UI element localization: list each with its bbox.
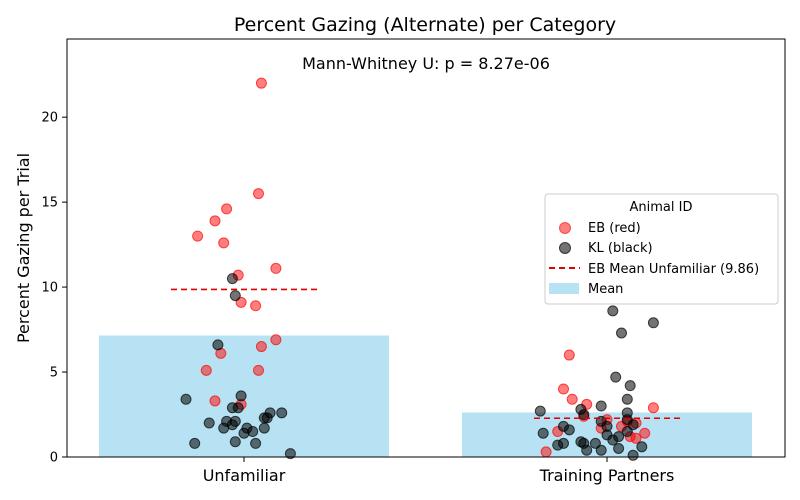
kl-point-29 — [621, 393, 633, 405]
kl-point-0 — [226, 273, 238, 285]
kl-point-55 — [552, 439, 564, 451]
kl-point-52 — [595, 444, 607, 456]
eb-point-9 — [250, 300, 262, 312]
eb-point-10 — [270, 334, 282, 346]
eb-point-15 — [209, 395, 221, 407]
kl-point-19 — [238, 427, 250, 439]
y-axis-label: Percent Gazing per Trial — [14, 153, 33, 343]
legend-mean-label: Mean — [588, 282, 623, 297]
legend-eb-mean-label: EB Mean Unfamiliar (9.86) — [588, 262, 759, 277]
kl-point-24 — [607, 305, 619, 317]
kl-point-27 — [610, 371, 622, 383]
x-axis: Unfamiliar Training Partners — [203, 457, 675, 485]
eb-point-29 — [639, 427, 651, 439]
eb-point-17 — [563, 349, 575, 361]
legend-box — [544, 193, 779, 305]
kl-point-50 — [636, 441, 648, 453]
kl-point-30 — [595, 400, 607, 412]
eb-point-31 — [630, 432, 642, 444]
y-tick-label-0: 0 — [50, 451, 58, 466]
eb-point-0 — [255, 77, 267, 89]
kl-point-21 — [250, 437, 262, 449]
legend-mean-swatch — [549, 283, 579, 294]
eb-point-32 — [540, 446, 552, 458]
kl-point-13 — [203, 417, 215, 429]
kl-point-3 — [235, 390, 247, 402]
eb-point-4 — [192, 230, 204, 242]
kl-point-54 — [627, 449, 639, 461]
y-tick-label-2: 10 — [41, 281, 58, 296]
kl-point-23 — [284, 448, 296, 460]
kl-point-53 — [581, 444, 593, 456]
kl-point-1 — [229, 290, 241, 302]
plot-area: 0 5 10 15 20 Unfamiliar Training Partners — [41, 38, 786, 485]
kl-point-40 — [621, 426, 633, 438]
eb-point-21 — [647, 402, 659, 414]
eb-point-5 — [218, 237, 230, 249]
kl-point-26 — [616, 327, 627, 339]
legend-eb-marker — [559, 222, 571, 234]
kl-point-45 — [607, 434, 619, 446]
kl-point-7 — [276, 407, 288, 419]
kl-point-2 — [212, 339, 224, 351]
kl-point-42 — [537, 427, 549, 439]
kl-point-4 — [180, 393, 192, 405]
eb-point-18 — [558, 383, 569, 395]
eb-point-13 — [200, 364, 212, 376]
legend-kl-label: KL (black) — [588, 241, 653, 256]
eb-mean-layer — [171, 288, 680, 420]
kl-point-41 — [563, 424, 575, 436]
eb-point-1 — [253, 188, 264, 200]
y-tick-label-1: 5 — [50, 366, 58, 381]
legend: Animal ID EB (red) KL (black) EB Mean Un… — [544, 193, 779, 305]
kl-point-10 — [261, 412, 273, 424]
y-tick-label-3: 15 — [41, 196, 58, 211]
x-tick-label-1: Training Partners — [539, 466, 675, 485]
eb-point-11 — [255, 341, 267, 353]
kl-point-34 — [578, 409, 590, 421]
kl-point-51 — [613, 443, 625, 455]
kl-point-6 — [232, 402, 244, 414]
kl-point-31 — [534, 405, 546, 417]
eb-point-6 — [270, 262, 282, 274]
eb-point-3 — [209, 215, 221, 227]
y-axis: 0 5 10 15 20 — [41, 111, 67, 466]
stat-annotation: Mann-Whitney U: p = 8.27e-06 — [302, 54, 550, 73]
eb-point-19 — [566, 393, 578, 405]
kl-point-16 — [218, 422, 230, 434]
points-layer — [180, 77, 659, 461]
kl-point-22 — [189, 437, 201, 449]
eb-point-14 — [253, 364, 264, 376]
kl-point-20 — [229, 436, 241, 448]
kl-point-28 — [624, 380, 636, 392]
eb-point-2 — [221, 203, 233, 215]
chart-title: Percent Gazing (Alternate) per Category — [234, 14, 616, 36]
kl-point-25 — [647, 317, 659, 329]
legend-kl-marker — [559, 242, 571, 254]
kl-point-15 — [258, 422, 270, 434]
y-tick-label-4: 20 — [41, 111, 58, 126]
plot-frame — [66, 38, 786, 458]
legend-title: Animal ID — [630, 200, 693, 215]
legend-eb-label: EB (red) — [588, 221, 641, 236]
x-tick-label-0: Unfamiliar — [203, 466, 286, 485]
